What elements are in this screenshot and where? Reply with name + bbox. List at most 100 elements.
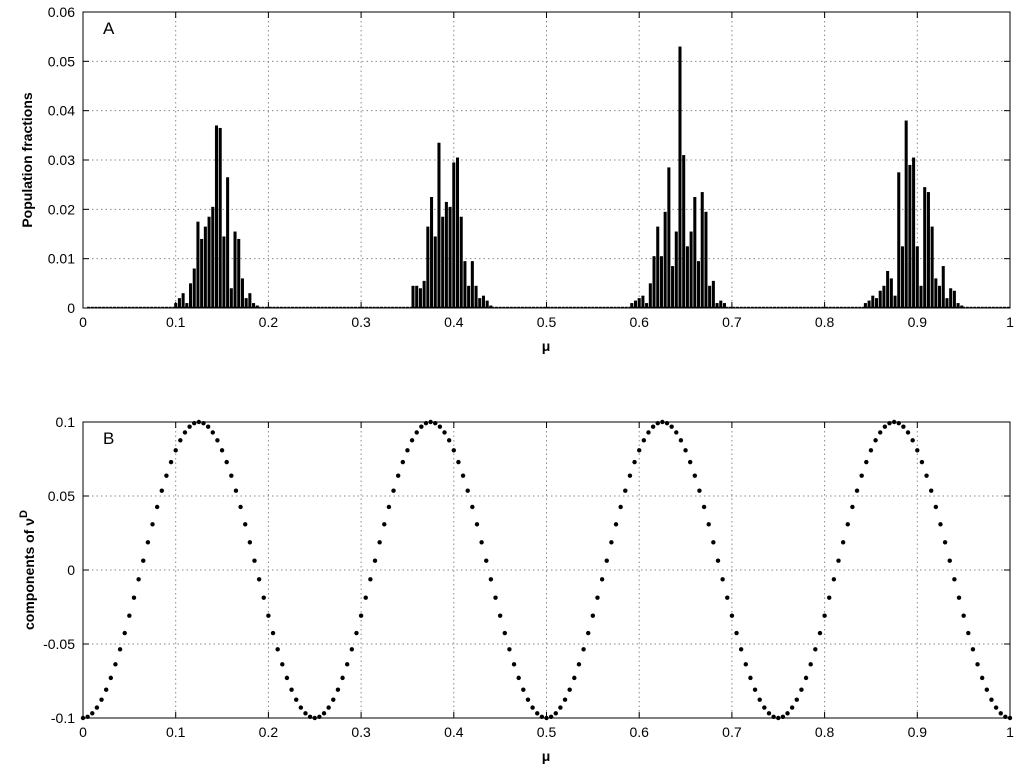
histogram-baseline-bar (190, 306, 194, 308)
scatter-point (382, 522, 387, 527)
scatter-point (748, 675, 753, 681)
histogram-bar (237, 238, 241, 308)
scatter-point (627, 473, 633, 478)
histogram-baseline-bar (821, 306, 825, 308)
histogram-baseline-bar (917, 306, 921, 308)
histogram-baseline-bar (468, 306, 473, 308)
histogram-baseline-bar (183, 306, 187, 308)
x-tick-label: 0.9 (908, 724, 928, 740)
scatter-point (646, 430, 651, 435)
histogram-baseline-bar (773, 306, 777, 308)
histogram-baseline-bar (524, 306, 528, 308)
histogram-bar (952, 290, 956, 308)
histogram-bar (455, 157, 460, 308)
histogram-baseline-bar (999, 306, 1003, 308)
scatter-point (113, 662, 118, 667)
histogram-baseline-bar (261, 306, 265, 308)
histogram-baseline-bar (646, 306, 650, 308)
histogram-bar (722, 303, 727, 308)
scatter-point (827, 595, 832, 600)
scatter-point (409, 438, 415, 443)
y-tick-label: 0.01 (48, 251, 75, 267)
histogram-baseline-bar (164, 306, 168, 308)
x-tick-label: 0.6 (629, 314, 649, 330)
histogram-baseline-bar (973, 306, 977, 308)
histogram-bar (415, 285, 419, 308)
histogram-bar (189, 283, 193, 308)
scatter-point (553, 711, 558, 716)
panel-b-x-axis-label: μ (542, 748, 551, 764)
scatter-point (687, 459, 693, 465)
histogram-baseline-bar (758, 306, 762, 308)
histogram-baseline-bar (624, 306, 628, 308)
scatter-point (831, 577, 837, 582)
scatter-point (159, 488, 164, 493)
histogram-baseline-bar (302, 306, 306, 308)
scatter-point (933, 504, 939, 510)
histogram-bar (715, 303, 719, 308)
scatter-point (989, 697, 994, 702)
panel-a-y-tick-labels: 0 0.01 0.02 0.03 0.04 0.05 0.06 (48, 4, 75, 316)
histogram-baseline-bar (906, 306, 910, 308)
histogram-baseline-bar (387, 306, 391, 308)
histogram-bar (240, 278, 244, 308)
y-tick-label: 0 (67, 562, 75, 578)
scatter-point (581, 647, 586, 652)
histogram-bar (678, 46, 682, 309)
histogram-baseline-bar (991, 306, 995, 308)
histogram-baseline-bar (483, 306, 487, 308)
histogram-baseline-bar (550, 306, 554, 308)
histogram-bar (656, 226, 660, 308)
scatter-point (205, 424, 211, 429)
histogram-bar (196, 221, 200, 308)
scatter-point (822, 613, 827, 618)
scatter-point (789, 705, 795, 710)
scatter-point (354, 630, 359, 636)
histogram-baseline-bar (405, 306, 409, 308)
scatter-point (275, 647, 280, 652)
histogram-baseline-bar (695, 306, 699, 308)
histogram-bar (863, 303, 867, 308)
histogram-baseline-bar (724, 306, 728, 308)
panel-a: 0 0.1 0.2 0.3 0.4 0.5 0.6 0.7 0.8 0.9 1 00.010.020… (19, 4, 1014, 354)
scatter-point (442, 430, 447, 435)
histogram-baseline-bar (376, 306, 380, 308)
histogram-baseline-bar (561, 306, 565, 308)
histogram-baseline-bar (706, 306, 710, 308)
histogram-baseline-bar (546, 306, 550, 308)
histogram-baseline-bar (743, 306, 747, 308)
histogram-baseline-bar (138, 306, 142, 308)
panel-b-points (80, 419, 1013, 721)
scatter-point (966, 630, 971, 636)
histogram-baseline-bar (250, 306, 254, 308)
histogram-baseline-bar (798, 306, 803, 308)
histogram-baseline-bar (498, 306, 502, 308)
histogram-baseline-bar (324, 306, 328, 308)
scatter-point (377, 540, 382, 545)
scatter-point (752, 687, 758, 692)
scatter-point (799, 687, 804, 692)
histogram-bar (633, 300, 638, 308)
scatter-point (692, 473, 698, 478)
histogram-baseline-bar (391, 306, 395, 308)
histogram-baseline-bar (98, 306, 102, 308)
histogram-baseline-bar (491, 306, 495, 308)
histogram-baseline-bar (320, 306, 324, 308)
histogram-baseline-bar (691, 306, 695, 308)
scatter-point (108, 675, 114, 681)
scatter-point (873, 438, 878, 443)
histogram-baseline-bar (109, 306, 113, 308)
histogram-bar (244, 298, 248, 308)
histogram-baseline-bar (316, 306, 320, 308)
histogram-baseline-bar (379, 306, 384, 308)
scatter-point (419, 424, 424, 429)
histogram-baseline-bar (965, 306, 969, 308)
histogram-baseline-bar (227, 306, 231, 308)
x-tick-label: 0.7 (722, 724, 742, 740)
scatter-point (961, 613, 966, 618)
scatter-point (229, 473, 234, 478)
scatter-point (164, 473, 169, 478)
scatter-point (289, 687, 294, 692)
histogram-baseline-bar (339, 306, 343, 308)
scatter-point (725, 595, 730, 600)
